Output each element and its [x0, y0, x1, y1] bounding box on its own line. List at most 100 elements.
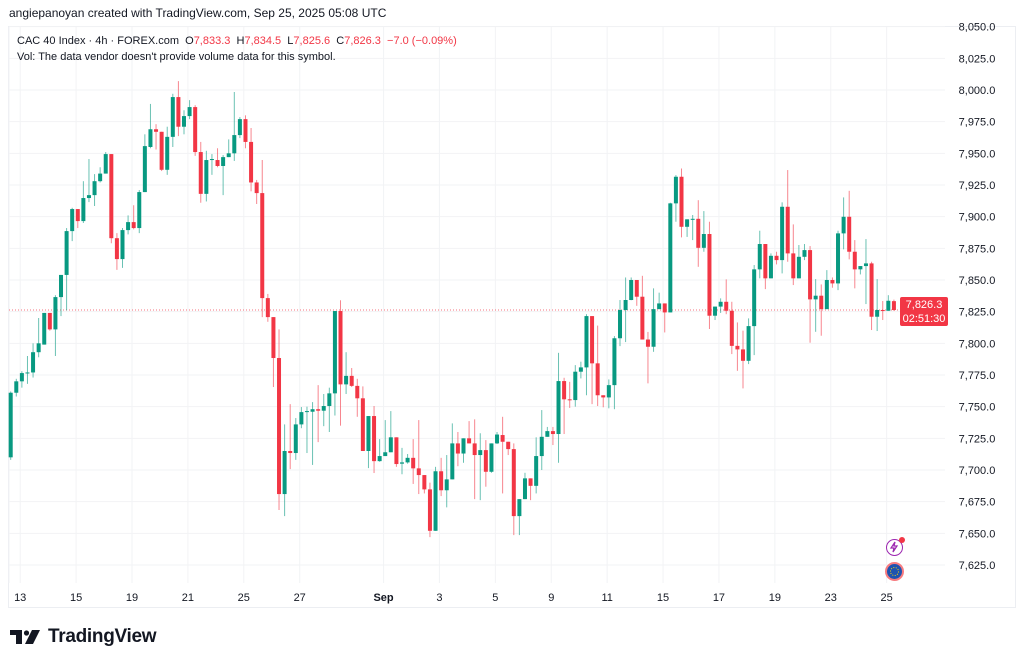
candle-down [439, 457, 444, 497]
candle-down [707, 221, 712, 330]
candle-body [556, 381, 561, 435]
candle-down [483, 440, 488, 487]
candle-up [299, 407, 304, 429]
candle-body [388, 437, 393, 453]
candle-body [277, 358, 282, 495]
symbol-info[interactable]: CAC 40 Index · 4h · FOREX.com [17, 35, 179, 47]
candle-down [880, 301, 885, 321]
candle-body [176, 97, 181, 127]
candle-down [472, 419, 477, 500]
candle-up [478, 433, 483, 501]
eu-flag-icon[interactable] [885, 562, 904, 581]
candle-up [584, 314, 589, 396]
candle-body [433, 471, 438, 531]
candle-down [422, 475, 427, 494]
candle-body [237, 119, 242, 136]
candle-down [528, 478, 533, 501]
candle-body [763, 244, 768, 279]
candle-up [70, 207, 75, 242]
candle-body [42, 312, 47, 345]
candle-body [880, 310, 885, 312]
price-tick-label: 7,775.0 [959, 370, 996, 382]
candle-up [701, 211, 706, 252]
candle-body [752, 269, 757, 327]
candle-up [209, 154, 214, 175]
lightning-alert-icon[interactable] [886, 537, 905, 556]
tradingview-logo[interactable]: TradingView [10, 626, 157, 648]
candle-up [556, 352, 561, 463]
candle-up [875, 279, 880, 332]
candle-body [193, 107, 198, 153]
candle-body [852, 251, 857, 270]
candle-up [657, 292, 662, 310]
candle-up [8, 391, 13, 460]
candle-body [232, 135, 237, 154]
candles [8, 81, 896, 538]
candle-up [14, 378, 19, 397]
candle-down [595, 325, 600, 407]
candle-up [204, 150, 209, 202]
candle-body [662, 303, 667, 313]
candle-down [271, 317, 276, 388]
candle-body [299, 412, 304, 425]
candle-body [780, 206, 785, 261]
candle-body [154, 129, 159, 132]
candle-body [517, 499, 522, 517]
candle-body [562, 381, 567, 400]
candle-body [288, 450, 293, 454]
time-tick-label: 5 [492, 592, 498, 604]
candle-down [740, 330, 745, 389]
candle-body [75, 209, 80, 222]
candle-down [215, 148, 220, 168]
candle-body [836, 233, 841, 284]
bar-countdown: 02:51:30 [902, 313, 946, 325]
price-tick-label: 7,925.0 [959, 180, 996, 192]
candle-body [360, 398, 365, 451]
candle-down [349, 368, 354, 388]
candle-down [154, 124, 159, 150]
candle-body [221, 157, 226, 166]
candle-up [841, 197, 846, 250]
candle-up [651, 288, 656, 352]
candle-up [170, 93, 175, 147]
candle-down [198, 141, 203, 203]
candle-up [522, 472, 527, 500]
candle-up [813, 279, 818, 332]
candle-up [489, 443, 494, 473]
candle-up [685, 219, 690, 237]
candle-body [455, 443, 460, 454]
candle-down [159, 131, 164, 172]
candle-down [645, 331, 650, 384]
time-tick-label: 19 [769, 592, 781, 604]
candle-up [718, 298, 723, 313]
candle-body [534, 456, 539, 486]
last-price-tag: 7,826.3 02:51:30 [900, 297, 948, 326]
candle-up [612, 336, 617, 410]
time-tick-label: 27 [294, 592, 306, 604]
candle-body [243, 119, 248, 142]
candle-up [673, 175, 678, 222]
candle-up [517, 499, 522, 536]
candle-body [768, 255, 773, 279]
candle-body [148, 129, 153, 147]
candle-body [114, 238, 119, 260]
price-tick-label: 8,050.0 [959, 22, 996, 34]
candle-body [891, 301, 896, 311]
candle-body [332, 311, 337, 394]
candle-down [427, 482, 432, 538]
candle-body [405, 457, 410, 463]
candle-up [64, 228, 69, 311]
candle-body [209, 159, 214, 161]
candle-up [824, 270, 829, 310]
candle-up [366, 416, 371, 469]
candle-body [25, 372, 30, 374]
candle-body [366, 416, 371, 451]
candle-body [511, 449, 516, 517]
candle-body [103, 154, 108, 174]
candle-up [836, 230, 841, 291]
price-tick-label: 8,000.0 [959, 85, 996, 97]
time-tick-label: 17 [713, 592, 725, 604]
candle-up [433, 466, 438, 531]
candle-body [506, 441, 511, 450]
